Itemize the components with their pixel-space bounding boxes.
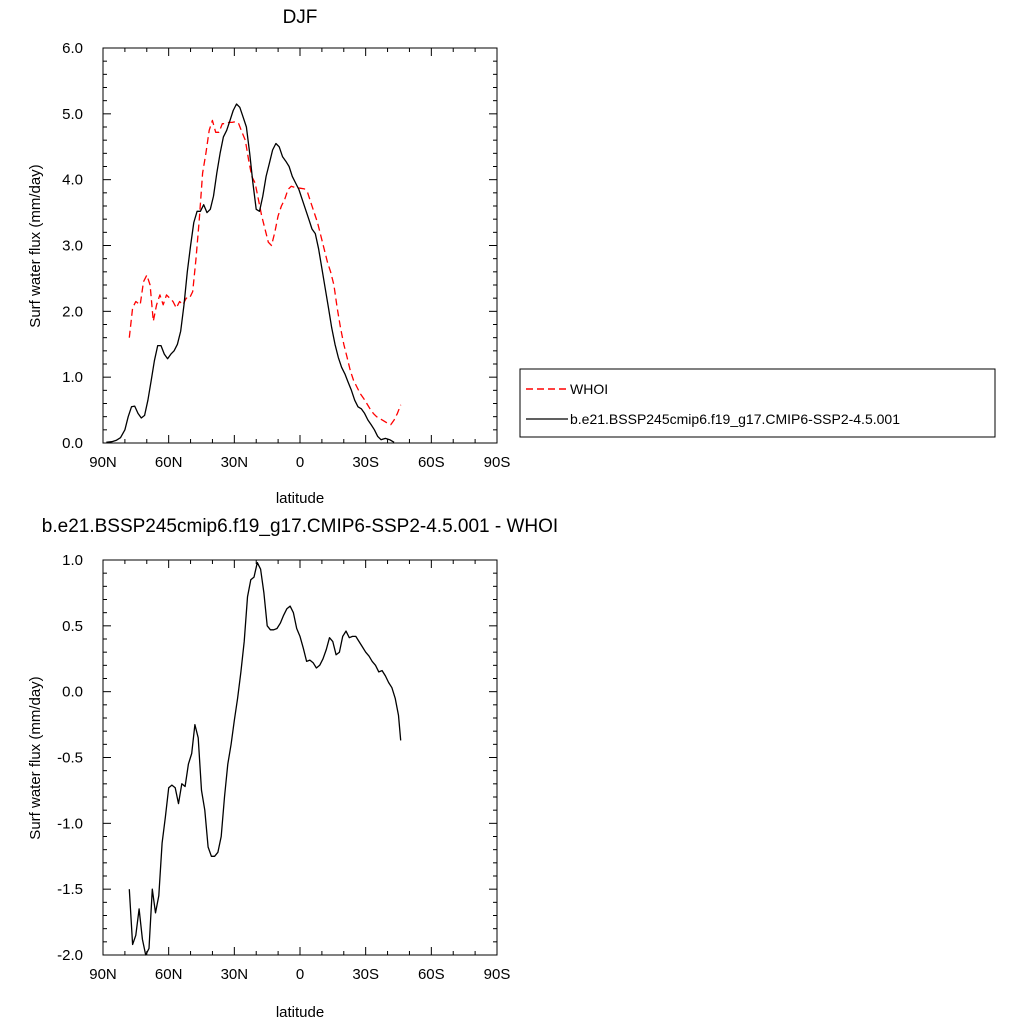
x-axis-label: latitude bbox=[276, 490, 324, 507]
y-tick-label: 5.0 bbox=[62, 106, 83, 123]
y-axis-label: Surf water flux (mm/day) bbox=[27, 164, 44, 327]
x-tick-label: 30S bbox=[352, 966, 379, 983]
series-line-model bbox=[106, 103, 395, 443]
x-tick-label: 90S bbox=[484, 966, 511, 983]
y-tick-label: -1.5 bbox=[57, 881, 83, 898]
y-tick-label: -0.5 bbox=[57, 750, 83, 767]
legend-label-whoi: WHOI bbox=[570, 381, 608, 397]
chart-title: b.e21.BSSP245cmip6.f19_g17.CMIP6-SSP2-4.… bbox=[42, 516, 558, 537]
y-tick-label: 0.0 bbox=[62, 684, 83, 701]
x-tick-label: 60S bbox=[418, 966, 445, 983]
plot-frame bbox=[102, 559, 498, 956]
x-tick-label: 30N bbox=[221, 454, 249, 471]
y-tick-label: 0.0 bbox=[62, 435, 83, 452]
x-tick-label: 60N bbox=[155, 454, 183, 471]
x-tick-label: 90N bbox=[89, 454, 117, 471]
x-tick-label: 60N bbox=[155, 966, 183, 983]
bottom-panel-difference: b.e21.BSSP245cmip6.f19_g17.CMIP6-SSP2-4.… bbox=[27, 516, 558, 1021]
y-tick-label: 0.5 bbox=[62, 618, 83, 635]
chart-title: DJF bbox=[283, 7, 318, 28]
legend-label-model: b.e21.BSSP245cmip6.f19_g17.CMIP6-SSP2-4.… bbox=[570, 411, 900, 427]
x-axis-label: latitude bbox=[276, 1004, 324, 1021]
y-tick-label: -1.0 bbox=[57, 815, 83, 832]
y-tick-label: 2.0 bbox=[62, 303, 83, 320]
legend: WHOI b.e21.BSSP245cmip6.f19_g17.CMIP6-SS… bbox=[519, 368, 996, 438]
x-tick-label: 0 bbox=[296, 454, 304, 471]
x-tick-label: 30S bbox=[352, 454, 379, 471]
x-tick-label: 30N bbox=[221, 966, 249, 983]
legend-box bbox=[519, 368, 996, 438]
x-tick-label: 90S bbox=[484, 454, 511, 471]
series-line-difference bbox=[128, 561, 402, 956]
y-axis-label: Surf water flux (mm/day) bbox=[27, 676, 44, 839]
y-tick-label: -2.0 bbox=[57, 947, 83, 964]
x-tick-label: 60S bbox=[418, 454, 445, 471]
series-line-whoi bbox=[128, 119, 402, 426]
y-tick-label: 6.0 bbox=[62, 40, 83, 57]
top-panel-djf: DJF 90N 60N 30N 0 30S 60S 90S 0.0 1.0 2.0 3.0 4.0 5.… bbox=[27, 7, 996, 507]
y-tick-label: 1.0 bbox=[62, 552, 83, 569]
plot-frame bbox=[102, 47, 498, 444]
y-tick-label: 3.0 bbox=[62, 238, 83, 255]
y-tick-label: 1.0 bbox=[62, 369, 83, 386]
y-tick-label: 4.0 bbox=[62, 172, 83, 189]
x-tick-label: 90N bbox=[89, 966, 117, 983]
x-tick-label: 0 bbox=[296, 966, 304, 983]
